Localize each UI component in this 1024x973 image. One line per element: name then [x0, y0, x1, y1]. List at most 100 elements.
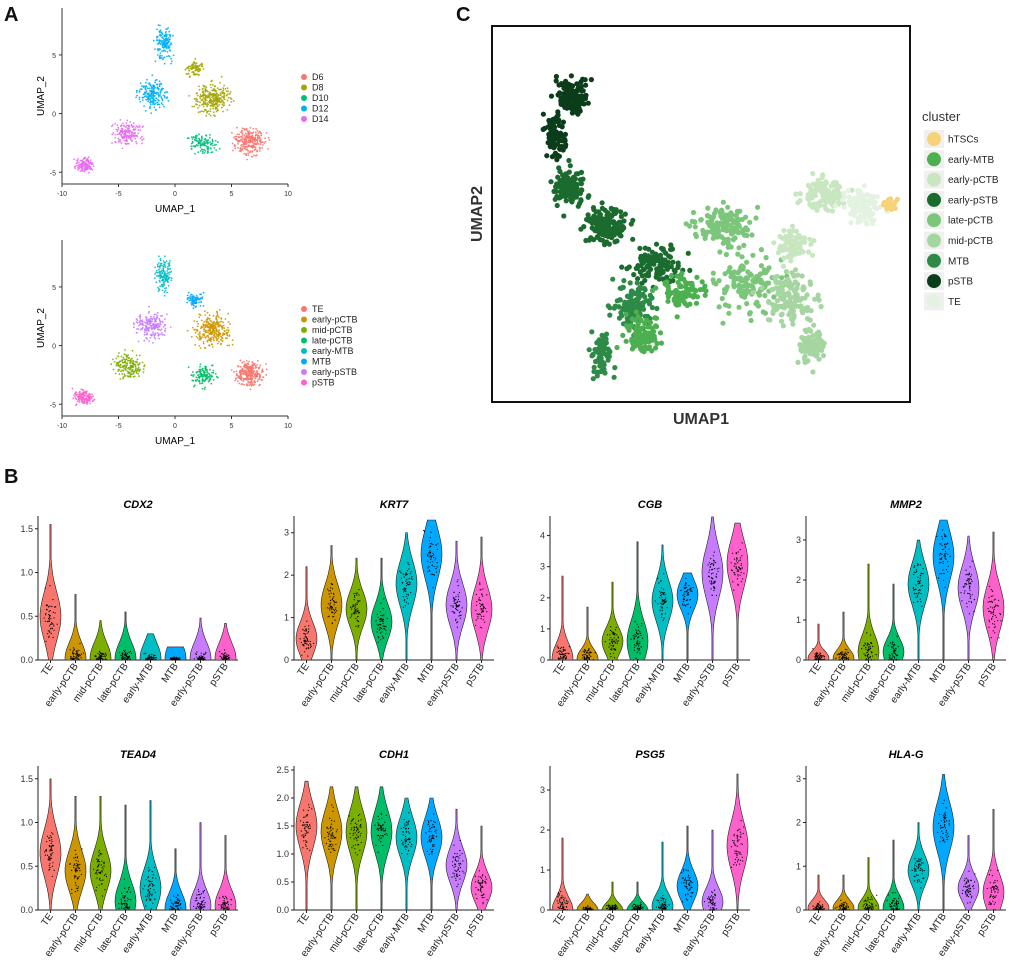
- umap-point: [780, 323, 786, 329]
- umap-point: [716, 304, 722, 310]
- umap-point: [588, 77, 594, 83]
- umap-point: [206, 311, 209, 314]
- umap-point: [786, 300, 793, 307]
- umap-point: [544, 153, 550, 159]
- umap-point: [141, 135, 143, 138]
- umap-point: [258, 367, 260, 370]
- umap-point: [117, 137, 120, 140]
- umap-point: [159, 259, 162, 262]
- umap-point: [158, 99, 160, 102]
- umap-point: [203, 330, 205, 332]
- umap-point: [200, 139, 203, 141]
- umap-point: [610, 276, 616, 282]
- umap-point: [640, 345, 646, 351]
- umap-point: [207, 148, 209, 151]
- umap-point: [148, 310, 151, 313]
- jitter-point: [72, 652, 74, 654]
- umap-point: [249, 368, 252, 371]
- umap-point: [244, 373, 247, 375]
- legend-title: cluster: [922, 109, 961, 124]
- jitter-point: [205, 651, 207, 653]
- umap-point: [142, 324, 145, 327]
- umap-point: [244, 139, 247, 142]
- umap-point: [560, 147, 566, 153]
- umap-point: [202, 96, 205, 98]
- umap-point: [602, 225, 608, 231]
- umap-point: [186, 294, 189, 297]
- umap-point: [819, 174, 825, 181]
- umap-point: [116, 130, 119, 133]
- umap-point: [206, 339, 209, 342]
- umap-point: [82, 391, 85, 394]
- umap-point: [744, 232, 750, 239]
- umap-point: [617, 285, 623, 291]
- umap-point: [165, 287, 168, 289]
- umap-point: [149, 89, 151, 92]
- umap-point: [251, 366, 254, 369]
- y-tick-label: 1.5: [20, 524, 33, 534]
- umap-point: [166, 28, 168, 30]
- umap-point: [618, 213, 624, 220]
- umap-point: [832, 182, 838, 188]
- umap-point: [802, 327, 808, 333]
- umap-point: [698, 217, 704, 223]
- umap-point: [690, 209, 697, 216]
- umap-point: [152, 324, 155, 327]
- umap-point: [759, 285, 765, 291]
- umap-point: [156, 91, 158, 94]
- umap-point: [117, 363, 120, 365]
- umap-point: [253, 149, 256, 151]
- umap-point: [207, 323, 210, 325]
- jitter-point: [54, 612, 56, 614]
- umap-point: [198, 104, 201, 107]
- umap-point: [783, 233, 789, 240]
- legend-label: early-MTB: [312, 346, 354, 356]
- umap-point: [160, 328, 163, 331]
- umap-point: [806, 337, 813, 343]
- jitter-point: [98, 658, 100, 660]
- x-tick-label: 10: [284, 423, 292, 430]
- umap-point: [595, 350, 602, 356]
- umap-point: [80, 388, 83, 391]
- legend-label: D6: [312, 72, 324, 82]
- umap-point: [249, 381, 252, 384]
- umap-point: [191, 301, 194, 304]
- umap-point: [188, 75, 191, 78]
- jitter-point: [49, 625, 51, 627]
- umap-point: [215, 94, 218, 97]
- umap-point: [199, 93, 202, 96]
- umap-point: [655, 266, 661, 272]
- umap-point: [202, 98, 204, 100]
- umap-point: [203, 328, 206, 331]
- jitter-points: [193, 651, 207, 661]
- umap-point: [235, 377, 238, 380]
- jitter-points: [69, 643, 85, 661]
- umap-point: [164, 50, 167, 53]
- umap-point: [205, 375, 207, 378]
- umap-point: [225, 337, 227, 340]
- umap-point: [130, 360, 133, 363]
- umap-point: [118, 373, 121, 376]
- umap-point: [155, 281, 158, 284]
- umap-point: [136, 135, 139, 138]
- umap-point: [251, 155, 253, 158]
- umap-point: [139, 88, 142, 90]
- umap-point: [160, 55, 163, 57]
- umap-point: [798, 347, 804, 353]
- umap-point: [704, 213, 710, 219]
- umap-point: [590, 351, 596, 357]
- umap-point: [147, 82, 150, 85]
- umap-point: [113, 361, 116, 363]
- umap-point: [160, 262, 162, 265]
- umap-point: [234, 379, 237, 382]
- umap-point: [81, 170, 84, 172]
- umap-point: [686, 286, 693, 292]
- umap-point: [156, 35, 159, 38]
- umap-point: [605, 303, 611, 309]
- umap-point: [159, 52, 162, 54]
- umap-point: [167, 268, 170, 270]
- umap-point: [241, 127, 244, 130]
- umap-points: [73, 24, 271, 174]
- umap-point: [192, 61, 195, 63]
- umap-point: [135, 89, 138, 92]
